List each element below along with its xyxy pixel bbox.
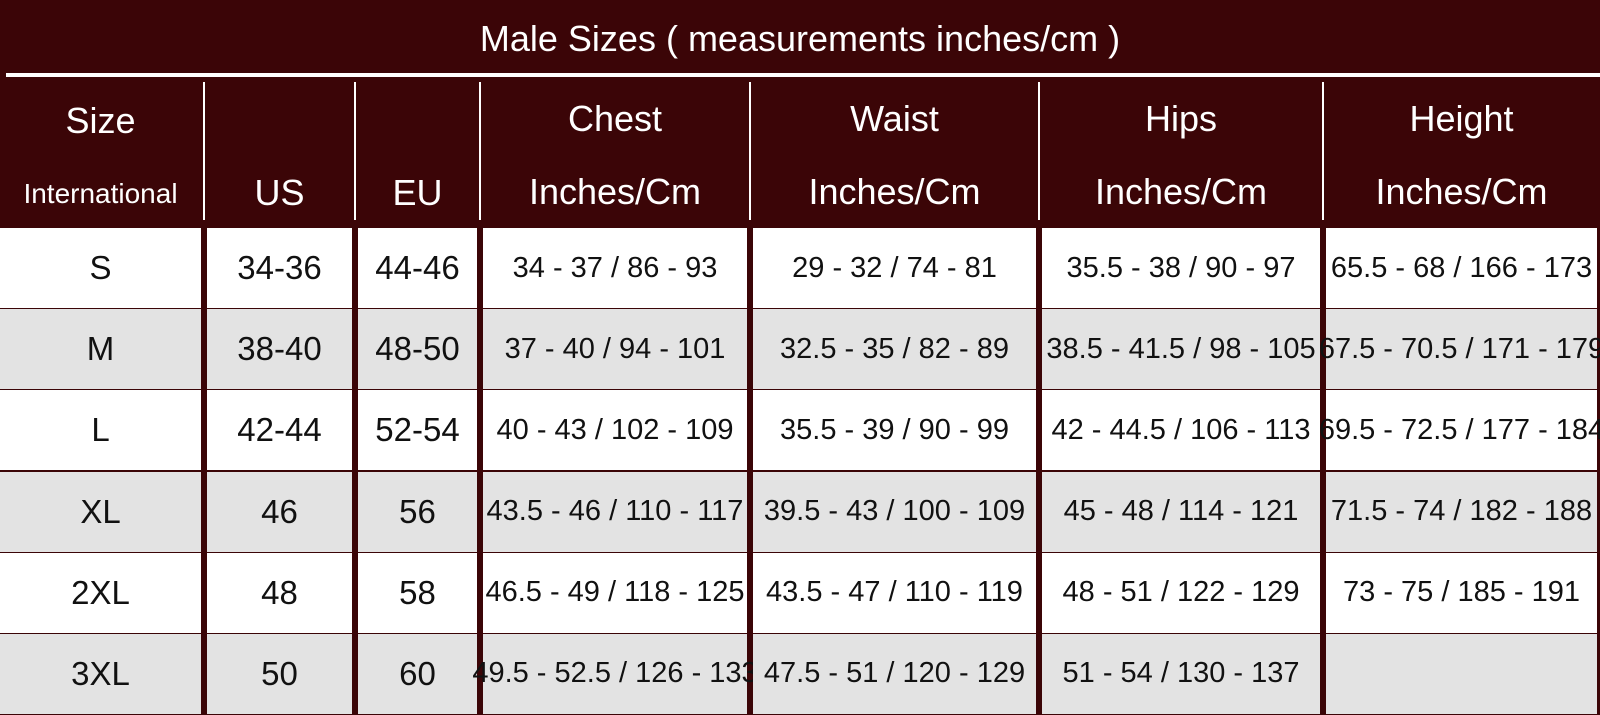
header-text: Inches/Cm bbox=[808, 170, 981, 212]
header-text: International bbox=[23, 178, 178, 209]
table-cell: 32.5 - 35 / 82 - 89 bbox=[753, 309, 1036, 390]
table-cell: 48-50 bbox=[358, 309, 477, 390]
table-cell: 43.5 - 46 / 110 - 117 bbox=[483, 471, 747, 552]
table-cell: 37 - 40 / 94 - 101 bbox=[483, 309, 747, 390]
table-cell: 48 bbox=[207, 552, 352, 633]
table-cell: 2XL bbox=[0, 552, 201, 633]
table-cell: 34-36 bbox=[207, 228, 352, 309]
table-cell: 34 - 37 / 86 - 93 bbox=[483, 228, 747, 309]
table-cell: 51 - 54 / 130 - 137 bbox=[1042, 633, 1320, 714]
header-divider bbox=[203, 82, 205, 220]
header-text: EU bbox=[392, 172, 443, 213]
header-text: Chest bbox=[567, 97, 663, 139]
table-cell: 38.5 - 41.5 / 98 - 105 bbox=[1042, 309, 1320, 390]
table-cell: 50 bbox=[207, 633, 352, 714]
table-cell: 42 - 44.5 / 106 - 113 bbox=[1042, 390, 1320, 471]
header-divider bbox=[749, 82, 751, 220]
header-cell: EU bbox=[358, 82, 477, 228]
table-cell: 49.5 - 52.5 / 126 - 133 bbox=[472, 633, 758, 714]
table-cell: 48 - 51 / 122 - 129 bbox=[1042, 552, 1320, 633]
table-cell: 71.5 - 74 / 182 - 188 bbox=[1326, 471, 1597, 552]
table-cell: 3XL bbox=[0, 633, 201, 714]
header-text: Inches/Cm bbox=[528, 170, 702, 212]
table-cell: 56 bbox=[358, 471, 477, 552]
header-text: Hips bbox=[1144, 97, 1218, 139]
table-cell: 46 bbox=[207, 471, 352, 552]
table-cell: 35.5 - 39 / 90 - 99 bbox=[753, 390, 1036, 471]
header-divider bbox=[1322, 82, 1324, 220]
header-text: Waist bbox=[850, 97, 939, 139]
header-cell: Size International bbox=[0, 82, 201, 228]
table-cell: 38-40 bbox=[207, 309, 352, 390]
table-cell: 52-54 bbox=[358, 390, 477, 471]
header-cell: US bbox=[207, 82, 352, 228]
table-cell: 67.5 - 70.5 / 171 - 179 bbox=[1319, 309, 1600, 390]
header-text: Inches/Cm bbox=[1094, 170, 1268, 212]
table-cell: 65.5 - 68 / 166 - 173 bbox=[1326, 228, 1597, 309]
header-cell: Height Inches/Cm bbox=[1326, 82, 1597, 228]
table-cell: 69.5 - 72.5 / 177 - 184 bbox=[1319, 390, 1600, 471]
header-cell: Hips Inches/Cm bbox=[1042, 82, 1320, 228]
table-cell: 42-44 bbox=[207, 390, 352, 471]
table-cell: M bbox=[0, 309, 201, 390]
header-cell: Waist Inches/Cm bbox=[753, 82, 1036, 228]
header-divider bbox=[479, 82, 481, 220]
table-cell: 58 bbox=[358, 552, 477, 633]
table-cell: 40 - 43 / 102 - 109 bbox=[483, 390, 747, 471]
table-cell: 44-46 bbox=[358, 228, 477, 309]
table-cell: S bbox=[0, 228, 201, 309]
header-divider bbox=[354, 82, 356, 220]
header-text: Inches/Cm bbox=[1375, 170, 1548, 212]
header-text: Height bbox=[1409, 97, 1514, 139]
table-cell: 29 - 32 / 74 - 81 bbox=[753, 228, 1036, 309]
header-divider bbox=[1038, 82, 1040, 220]
table-cell: 39.5 - 43 / 100 - 109 bbox=[753, 471, 1036, 552]
table-cell: 43.5 - 47 / 110 - 119 bbox=[753, 552, 1036, 633]
header-text: Size bbox=[65, 100, 136, 141]
header-cell: Chest Inches/Cm bbox=[483, 82, 747, 228]
table-cell: L bbox=[0, 390, 201, 471]
table-cell: 73 - 75 / 185 - 191 bbox=[1326, 552, 1597, 633]
table-cell: XL bbox=[0, 471, 201, 552]
table-cell: 60 bbox=[358, 633, 477, 714]
table-cell: 35.5 - 38 / 90 - 97 bbox=[1042, 228, 1320, 309]
table-cell: 47.5 - 51 / 120 - 129 bbox=[753, 633, 1036, 714]
header-text: US bbox=[254, 172, 305, 213]
title: Male Sizes ( measurements inches/cm ) bbox=[479, 18, 1121, 59]
table-cell: 45 - 48 / 114 - 121 bbox=[1042, 471, 1320, 552]
title-rule bbox=[6, 73, 1600, 77]
table-cell bbox=[1326, 633, 1597, 714]
table-cell: 46.5 - 49 / 118 - 125 bbox=[483, 552, 747, 633]
